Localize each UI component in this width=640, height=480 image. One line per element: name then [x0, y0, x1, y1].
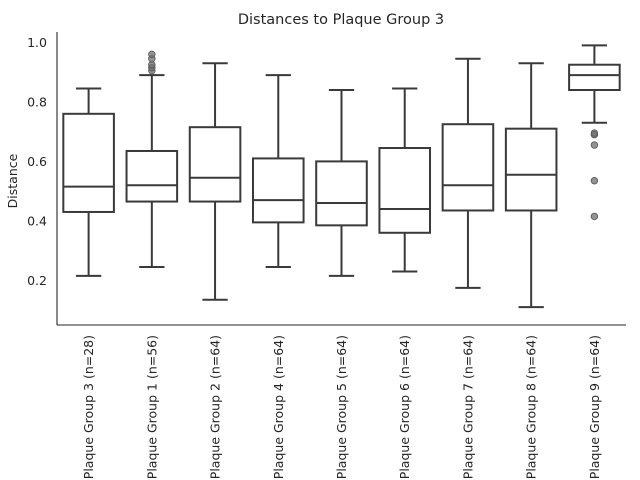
- box: [378, 147, 432, 234]
- outlier-point: [590, 129, 599, 137]
- outlier-point: [148, 50, 156, 59]
- box: [441, 123, 495, 212]
- y-tick-label: 0.4: [27, 213, 47, 228]
- x-tick-label: Plaque Group 9 (n=64): [587, 335, 602, 479]
- x-axis-ticks: Plaque Group 3 (n=28) Plaque Group 1 (n=5…: [81, 335, 602, 479]
- box: [315, 160, 368, 227]
- boxes-layer: [62, 44, 621, 309]
- x-tick-label: Plaque Group 4 (n=64): [271, 335, 286, 479]
- y-axis-label: Distance: [5, 153, 20, 208]
- x-tick-label: Plaque Group 3 (n=28): [81, 335, 96, 479]
- x-tick-label: Plaque Group 2 (n=64): [208, 335, 223, 479]
- x-tick-label: Plaque Group 8 (n=64): [524, 335, 539, 479]
- x-tick-label: Plaque Group 6 (n=64): [397, 335, 412, 479]
- outlier-point: [590, 141, 599, 149]
- box: [62, 112, 115, 213]
- box: [504, 127, 558, 212]
- outlier-point: [590, 177, 599, 185]
- y-tick-label: 1.0: [27, 35, 47, 50]
- x-tick-label: Plaque Group 7 (n=64): [460, 335, 475, 479]
- box: [251, 157, 305, 224]
- box: [188, 126, 242, 203]
- chart-title: Distances to Plaque Group 3: [238, 12, 444, 28]
- y-axis-ticks: 0.2 0.4 0.6 0.8 1.0: [27, 35, 47, 288]
- y-tick-label: 0.8: [27, 94, 47, 109]
- box: [568, 63, 621, 92]
- x-tick-label: Plaque Group 5 (n=64): [334, 335, 349, 479]
- box: [125, 149, 179, 203]
- y-tick-label: 0.2: [27, 273, 47, 288]
- outlier-point: [590, 212, 599, 221]
- x-tick-label: Plaque Group 1 (n=56): [144, 335, 159, 479]
- y-tick-label: 0.6: [27, 154, 47, 169]
